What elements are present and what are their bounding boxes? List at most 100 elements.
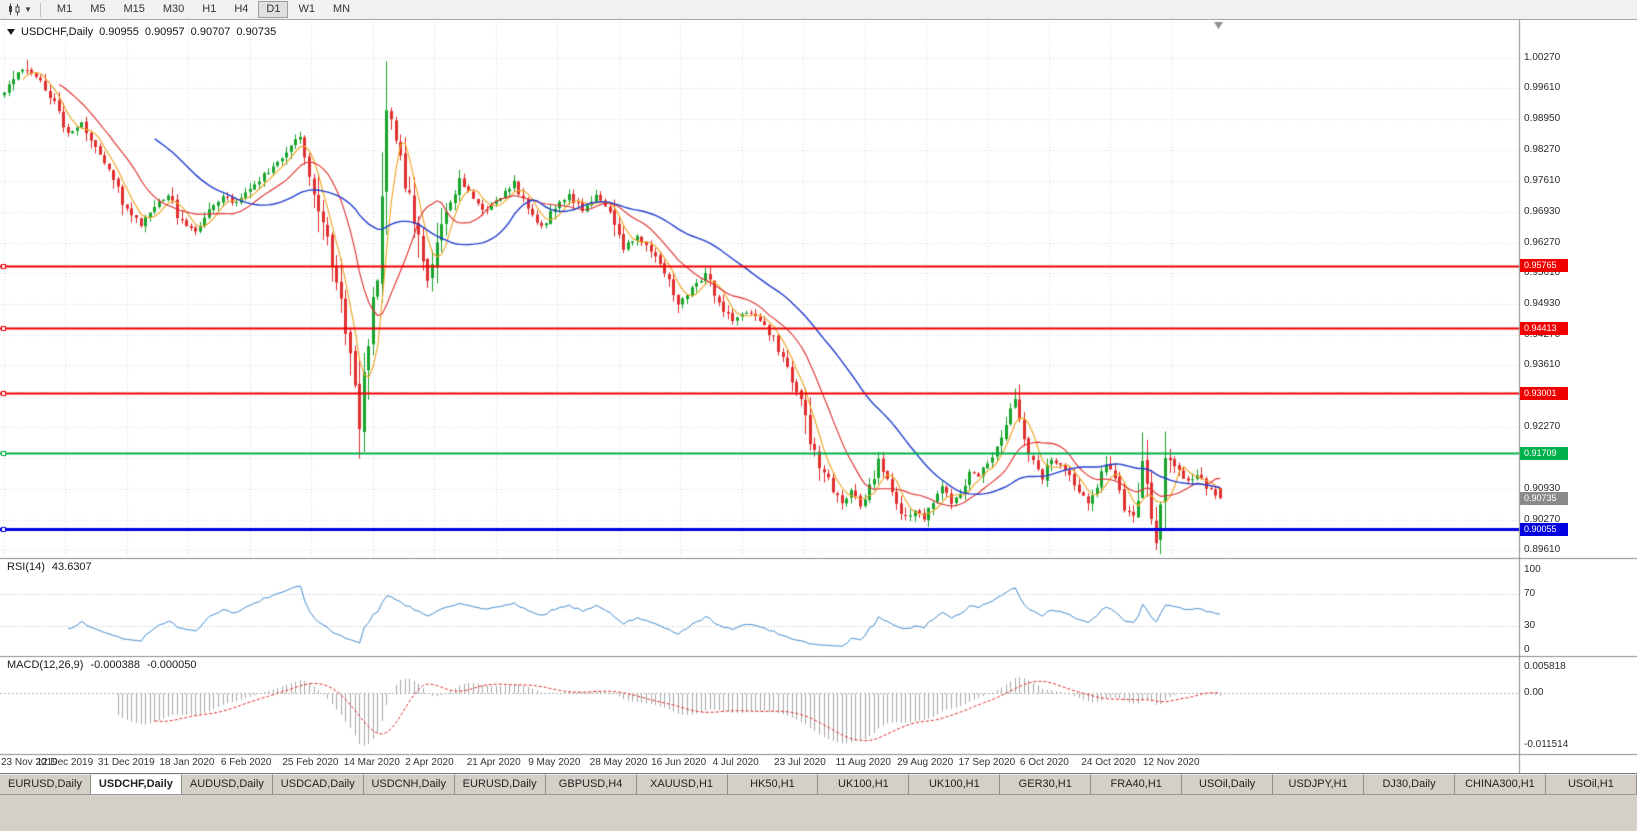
chart-tab-usdchf-daily[interactable]: USDCHF,Daily	[90, 774, 182, 794]
timeframe-h4-button[interactable]: H4	[226, 1, 256, 18]
rsi-label: RSI(14) 43.6307	[7, 561, 92, 573]
date-label: 16 Jun 2020	[651, 757, 707, 768]
macd-scale-label: 0.005818	[1524, 661, 1566, 672]
chart-type-button[interactable]: ▼	[4, 1, 35, 19]
date-label: 6 Oct 2020	[1019, 757, 1069, 768]
chart-tab-uk100-h1[interactable]: UK100,H1	[909, 774, 1001, 794]
date-label: 17 Sep 2020	[958, 757, 1016, 768]
date-label: 23 Nov 2019	[1, 757, 58, 768]
ohlc-open: 0.90955	[99, 26, 139, 38]
chevron-down-icon: ▼	[24, 4, 32, 14]
macd-scale-label: -0.011514	[1524, 739, 1569, 750]
price-scale-label: 1.00270	[1524, 52, 1561, 63]
date-label: 2 Apr 2020	[405, 757, 454, 768]
price-scale-label: 0.94930	[1524, 298, 1561, 310]
date-label: 25 Feb 2020	[282, 757, 339, 768]
date-label: 29 Aug 2020	[896, 757, 954, 768]
macd-label: MACD(12,26,9) -0.000388 -0.000050	[7, 659, 197, 671]
macd-value-main: -0.000388	[90, 659, 140, 671]
date-label: 11 Aug 2020	[835, 757, 891, 768]
date-label: 28 May 2020	[589, 757, 648, 768]
date-label: 12 Nov 2020	[1142, 757, 1200, 768]
current-price-tag: 0.90735	[1520, 491, 1568, 505]
timeframe-h1-button[interactable]: H1	[194, 1, 224, 18]
chart-ohlc-overlay: USDCHF,Daily 0.90955 0.90957 0.90707 0.9…	[7, 26, 276, 38]
status-bar	[0, 794, 1637, 831]
price-scale-label: 0.96930	[1524, 206, 1561, 218]
ohlc-close: 0.90735	[236, 26, 277, 38]
timeframe-d1-button[interactable]: D1	[258, 1, 289, 18]
chart-symbol-label: USDCHF,Daily	[21, 26, 94, 38]
date-label: 31 Dec 2019	[97, 757, 155, 768]
price-scale-label: 0.90930	[1524, 483, 1561, 495]
chart-tab-hk50-h1[interactable]: HK50,H1	[727, 774, 819, 794]
date-label: 12 Dec 2019	[36, 757, 94, 768]
price-scale-label: 0.99610	[1524, 82, 1561, 94]
date-label: 9 May 2020	[528, 757, 581, 768]
rsi-scale-label: 0	[1524, 644, 1530, 655]
timeframe-w1-button[interactable]: W1	[290, 1, 323, 18]
date-label: 21 Apr 2020	[466, 757, 521, 768]
price-scale-label: 0.97610	[1524, 174, 1561, 186]
price-scale-label: 0.96270	[1524, 236, 1561, 248]
hline-price-tag: 0.95765	[1520, 259, 1568, 273]
time-scale[interactable]	[0, 753, 1519, 773]
price-scale-label: 0.95610	[1524, 267, 1561, 279]
rsi-name: RSI(14)	[7, 561, 45, 573]
date-label: 24 Oct 2020	[1081, 757, 1136, 768]
chart-tab-xauusd-h1[interactable]: XAUUSD,H1	[636, 774, 728, 794]
rsi-scale-label: 30	[1524, 620, 1536, 631]
price-scale-label: 0.98950	[1524, 112, 1561, 124]
chart-tab-china300-h1[interactable]: CHINA300,H1	[1455, 774, 1546, 794]
chart-tab-dj30-daily[interactable]: DJ30,Daily	[1364, 774, 1455, 794]
macd-value-signal: -0.000050	[146, 659, 197, 671]
chart-tab-bar: EURUSD,Daily USDCHF,Daily AUDUSD,Daily USDC…	[0, 773, 1637, 794]
date-label: 4 Jul 2020	[712, 757, 759, 768]
date-label: 6 Feb 2020	[220, 757, 272, 768]
price-scale-label: 0.92270	[1524, 421, 1561, 433]
date-label: 14 Mar 2020	[343, 757, 400, 768]
candlestick-chart-icon	[9, 3, 20, 16]
hline-price-tag: 0.94413	[1520, 321, 1568, 335]
chart-tab-usoil-daily[interactable]: USOil,Daily	[1182, 774, 1274, 794]
chart-tab-gbpusd-h4[interactable]: GBPUSD,H4	[545, 774, 637, 794]
chart-tab-usdjpy-h1[interactable]: USDJPY,H1	[1273, 774, 1365, 794]
price-scale-label: 0.93610	[1524, 359, 1561, 371]
chart-tab-fra40-h1[interactable]: FRA40,H1	[1091, 774, 1183, 794]
price-scale[interactable]	[1520, 20, 1637, 753]
hline-price-tag: 0.93001	[1520, 386, 1568, 400]
chart-tab-uk100-h1[interactable]: UK100,H1	[818, 774, 910, 794]
macd-name: MACD(12,26,9)	[7, 659, 84, 671]
timeframe-mn-button[interactable]: MN	[325, 1, 358, 18]
ohlc-high: 0.90957	[144, 26, 185, 38]
timeframe-m1-button[interactable]: M1	[49, 1, 80, 18]
rsi-value: 43.6307	[51, 561, 92, 573]
chart-tab-eurusd-daily[interactable]: EURUSD,Daily	[454, 774, 546, 794]
timeframe-group: M1 M5 M15 M30 H1 H4 D1 W1 MN	[48, 1, 359, 18]
timeframe-m5-button[interactable]: M5	[82, 1, 113, 18]
date-label: 18 Jan 2020	[159, 757, 215, 768]
toolbar-divider	[39, 2, 41, 17]
chart-tab-usdcnh-daily[interactable]: USDCNH,Daily	[363, 774, 455, 794]
chart-canvas[interactable]	[0, 20, 1637, 773]
hline-price-tag: 0.90055	[1520, 522, 1568, 536]
timeframe-m30-button[interactable]: M30	[155, 1, 192, 18]
price-scale-label: 0.89610	[1524, 544, 1561, 555]
chart-tab-audusd-daily[interactable]: AUDUSD,Daily	[181, 774, 273, 794]
chart-tab-eurusd-daily[interactable]: EURUSD,Daily	[0, 774, 91, 794]
ohlc-low: 0.90707	[190, 26, 231, 38]
chart-tab-usoil-h1[interactable]: USOil,H1	[1545, 774, 1637, 794]
macd-scale-label: 0.00	[1524, 687, 1544, 699]
timeframe-toolbar: ▼ M1 M5 M15 M30 H1 H4 D1 W1 MN	[0, 0, 1637, 20]
date-label: 23 Jul 2020	[774, 757, 826, 768]
chart-tab-usdcad-daily[interactable]: USDCAD,Daily	[272, 774, 364, 794]
chart-tab-ger30-h1[interactable]: GER30,H1	[1000, 774, 1092, 794]
hline-price-tag: 0.91709	[1520, 446, 1568, 460]
rsi-scale-label: 70	[1524, 588, 1536, 599]
symbol-marker-icon	[7, 29, 15, 35]
price-scale-label: 0.98270	[1524, 144, 1561, 156]
timeframe-m15-button[interactable]: M15	[115, 1, 152, 18]
price-scale-label: 0.90270	[1524, 513, 1561, 525]
rsi-scale-label: 100	[1524, 564, 1541, 575]
